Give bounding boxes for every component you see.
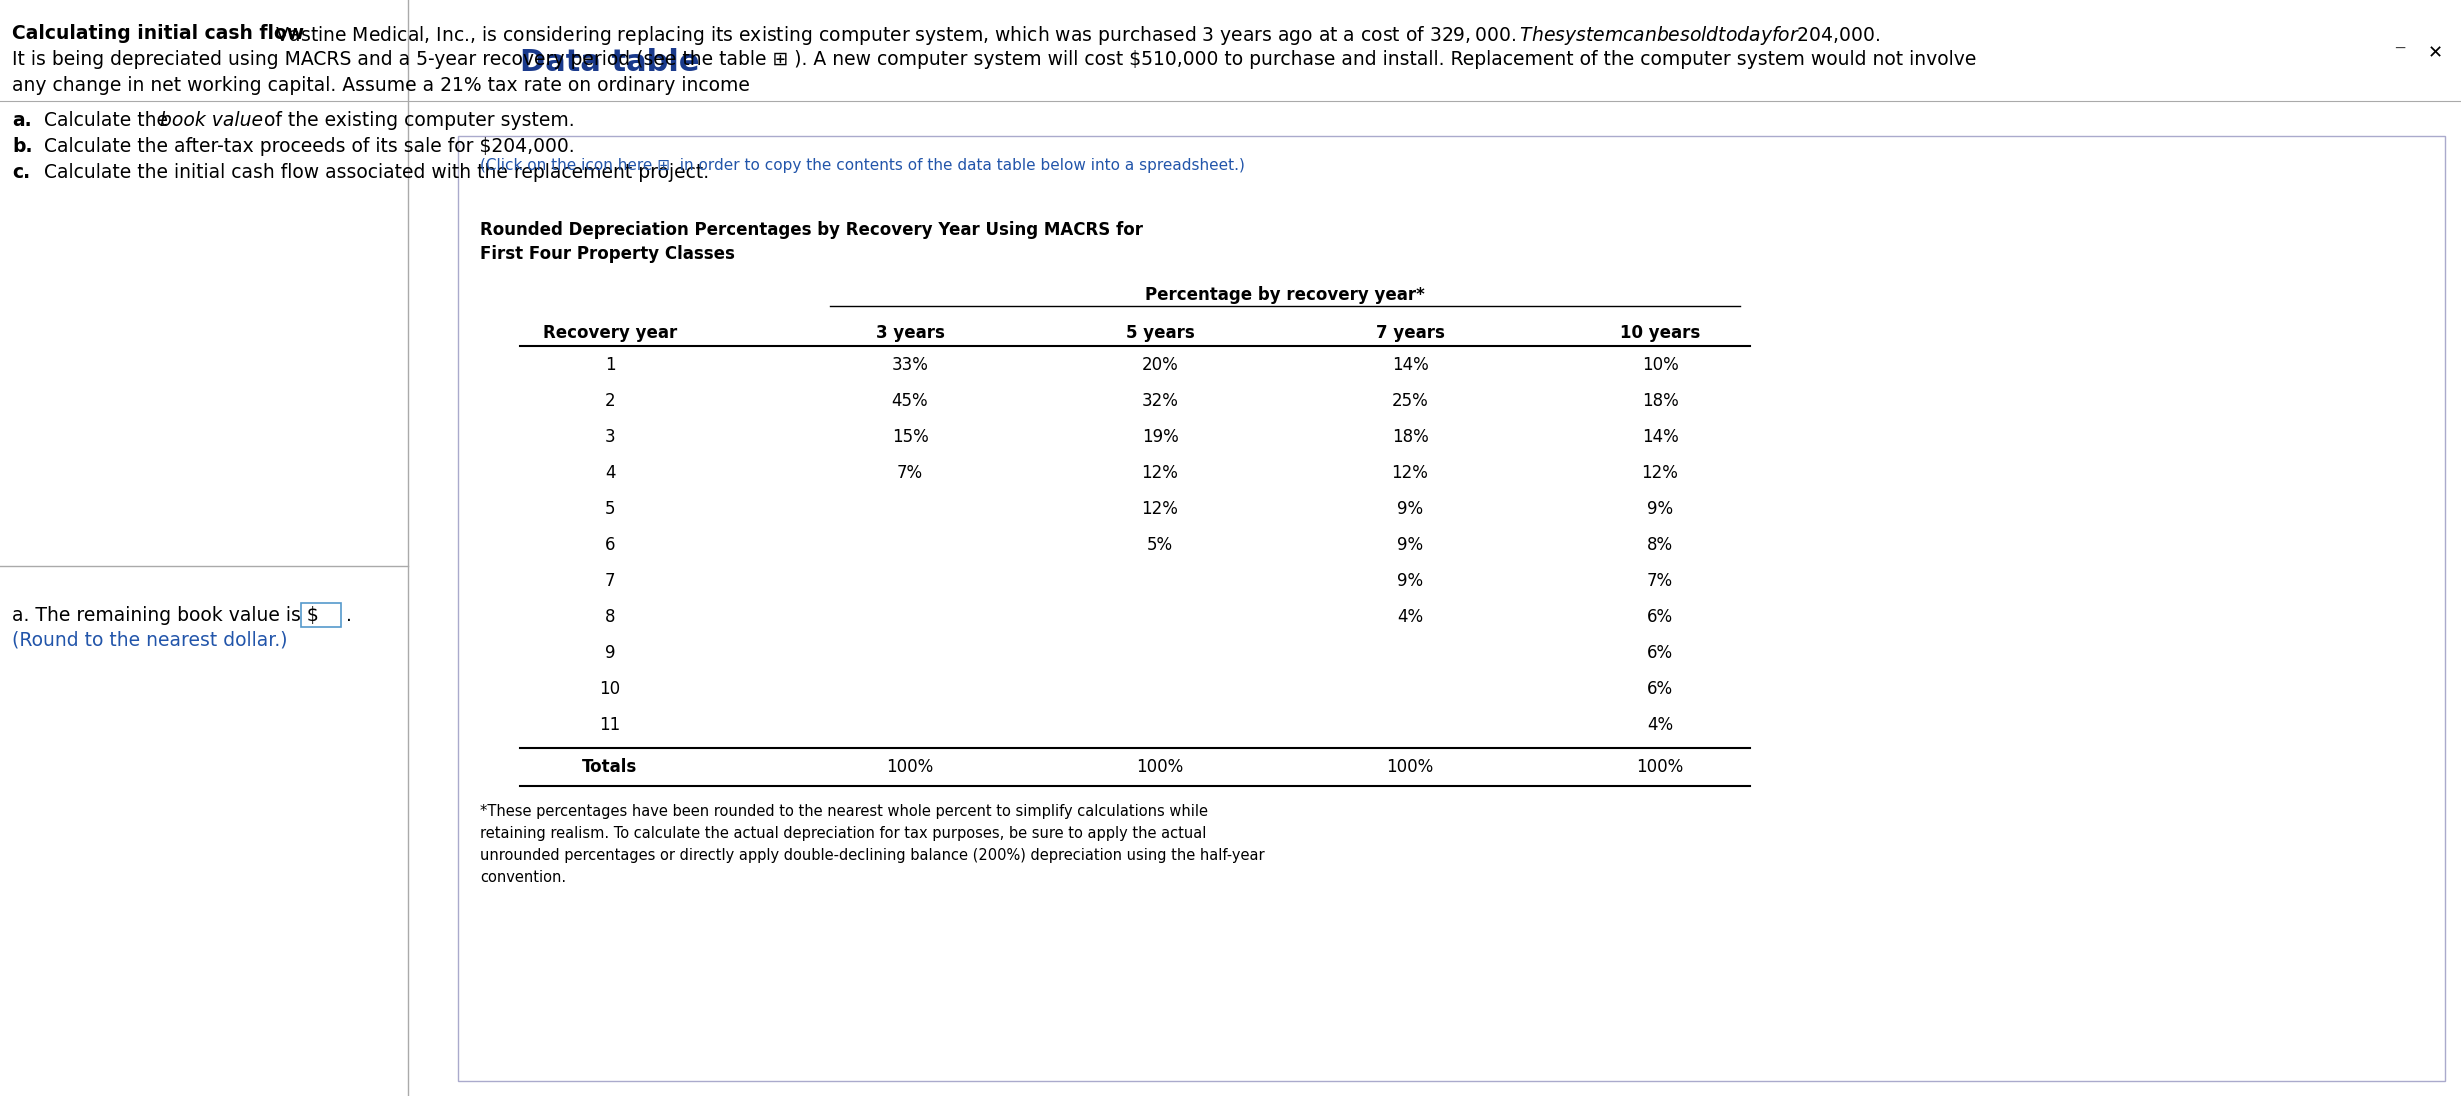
Text: 12%: 12%: [1390, 464, 1427, 482]
Text: (Round to the nearest dollar.): (Round to the nearest dollar.): [12, 630, 288, 649]
Text: Calculate the initial cash flow associated with the replacement project.: Calculate the initial cash flow associat…: [37, 163, 709, 182]
Text: 5%: 5%: [1147, 536, 1174, 553]
Text: convention.: convention.: [480, 870, 566, 884]
Text: unrounded percentages or directly apply double-declining balance (200%) deprecia: unrounded percentages or directly apply …: [480, 848, 1265, 863]
Text: 7: 7: [605, 572, 615, 590]
Text: 20%: 20%: [1142, 356, 1179, 374]
Text: *These percentages have been rounded to the nearest whole percent to simplify ca: *These percentages have been rounded to …: [480, 804, 1208, 819]
Text: retaining realism. To calculate the actual depreciation for tax purposes, be sur: retaining realism. To calculate the actu…: [480, 826, 1206, 841]
Text: Rounded Depreciation Percentages by Recovery Year Using MACRS for: Rounded Depreciation Percentages by Reco…: [480, 221, 1142, 239]
Text: 7 years: 7 years: [1376, 324, 1445, 342]
Text: 1: 1: [605, 356, 615, 374]
Text: 7%: 7%: [1646, 572, 1673, 590]
Text: 9%: 9%: [1398, 536, 1422, 553]
Text: 6%: 6%: [1646, 608, 1673, 626]
Text: 25%: 25%: [1390, 392, 1427, 410]
Text: 4%: 4%: [1398, 608, 1422, 626]
Text: 10: 10: [600, 680, 620, 698]
Text: 8%: 8%: [1646, 536, 1673, 553]
Text: 6%: 6%: [1646, 644, 1673, 662]
Text: b.: b.: [12, 137, 32, 156]
Text: 6%: 6%: [1646, 680, 1673, 698]
Text: 5 years: 5 years: [1125, 324, 1194, 342]
Text: First Four Property Classes: First Four Property Classes: [480, 246, 736, 263]
Text: 3 years: 3 years: [876, 324, 945, 342]
Text: 8: 8: [605, 608, 615, 626]
Text: 9%: 9%: [1398, 500, 1422, 518]
Text: 12%: 12%: [1142, 500, 1179, 518]
Text: a.: a.: [12, 111, 32, 130]
Text: Recovery year: Recovery year: [544, 324, 677, 342]
Text: 33%: 33%: [891, 356, 928, 374]
Text: 9: 9: [605, 644, 615, 662]
Text: 9%: 9%: [1398, 572, 1422, 590]
Text: 2: 2: [605, 392, 615, 410]
Text: Data table: Data table: [519, 48, 699, 77]
Text: 10%: 10%: [1641, 356, 1678, 374]
Text: 100%: 100%: [1137, 758, 1184, 776]
Text: 100%: 100%: [886, 758, 933, 776]
Text: 14%: 14%: [1390, 356, 1427, 374]
Text: of the existing computer system.: of the existing computer system.: [258, 111, 573, 130]
Text: 9%: 9%: [1646, 500, 1673, 518]
Text: 12%: 12%: [1142, 464, 1179, 482]
Text: 45%: 45%: [891, 392, 928, 410]
Text: .: .: [347, 606, 364, 625]
Text: 5: 5: [605, 500, 615, 518]
Text: 100%: 100%: [1637, 758, 1683, 776]
Text: (Click on the icon here ⊞  in order to copy the contents of the data table below: (Click on the icon here ⊞ in order to co…: [480, 158, 1245, 173]
Text: Calculating initial cash flow: Calculating initial cash flow: [12, 24, 305, 43]
Text: book value: book value: [160, 111, 263, 130]
Text: It is being depreciated using MACRS and a 5-year recovery period (see the table : It is being depreciated using MACRS and …: [12, 50, 1976, 69]
Bar: [409, 0, 2461, 1096]
Text: 6: 6: [605, 536, 615, 553]
Text: 18%: 18%: [1641, 392, 1678, 410]
Text: 4%: 4%: [1646, 716, 1673, 734]
Text: 10 years: 10 years: [1619, 324, 1701, 342]
FancyBboxPatch shape: [300, 603, 342, 627]
Text: 12%: 12%: [1641, 464, 1678, 482]
Text: c.: c.: [12, 163, 30, 182]
Text: Percentage by recovery year*: Percentage by recovery year*: [1144, 286, 1425, 304]
Text: a. The remaining book value is $: a. The remaining book value is $: [12, 606, 320, 625]
Text: 32%: 32%: [1142, 392, 1179, 410]
Text: 15%: 15%: [891, 429, 928, 446]
Text: Vastine Medical, Inc., is considering replacing its existing computer system, wh: Vastine Medical, Inc., is considering re…: [263, 24, 1880, 47]
Text: Calculate the after-tax proceeds of its sale for $204,000.: Calculate the after-tax proceeds of its …: [37, 137, 573, 156]
Text: 18%: 18%: [1390, 429, 1427, 446]
Text: 14%: 14%: [1641, 429, 1678, 446]
Text: 100%: 100%: [1386, 758, 1435, 776]
Text: 7%: 7%: [896, 464, 923, 482]
FancyBboxPatch shape: [458, 136, 2444, 1081]
Text: 11: 11: [600, 716, 620, 734]
Text: ─: ─: [2395, 41, 2404, 56]
Text: Calculate the: Calculate the: [37, 111, 175, 130]
Text: any change in net working capital. Assume a 21% tax rate on ordinary income: any change in net working capital. Assum…: [12, 76, 751, 95]
Text: 19%: 19%: [1142, 429, 1179, 446]
Text: 3: 3: [605, 429, 615, 446]
Text: 4: 4: [605, 464, 615, 482]
Text: ✕: ✕: [2427, 44, 2444, 62]
Text: Totals: Totals: [583, 758, 637, 776]
